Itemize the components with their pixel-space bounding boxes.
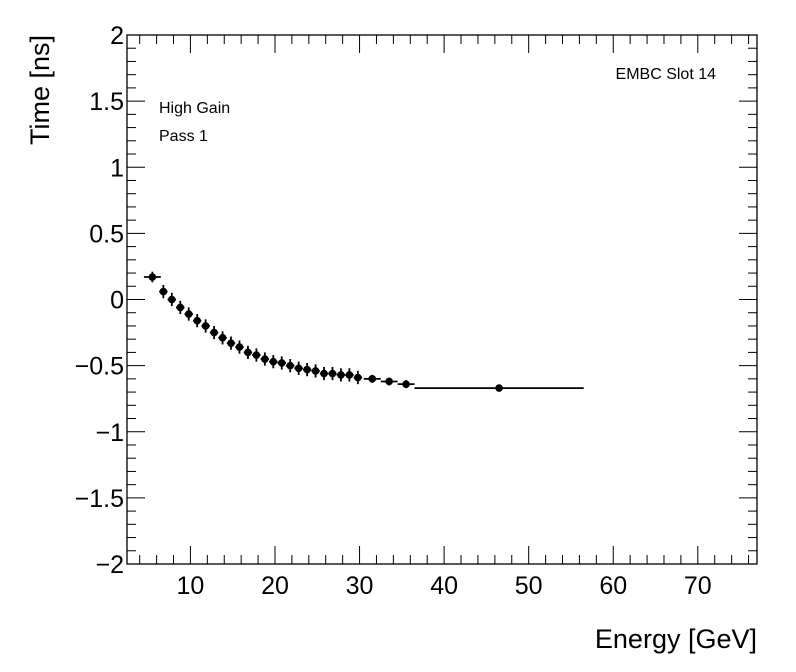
point-marker <box>159 287 168 296</box>
gain-annotation: High Gain <box>159 100 230 117</box>
data-point <box>252 348 261 362</box>
data-point <box>294 361 303 375</box>
data-point <box>260 352 270 366</box>
pass-annotation: Pass 1 <box>159 128 208 145</box>
data-point <box>269 355 278 369</box>
point-marker <box>201 322 210 330</box>
point-marker <box>235 343 244 351</box>
point-marker <box>168 295 176 304</box>
point-marker <box>148 273 157 281</box>
data-point <box>302 362 312 377</box>
point-marker <box>261 355 269 363</box>
slot-annotation: EMBC Slot 14 <box>616 66 717 83</box>
point-marker <box>345 371 354 379</box>
data-point <box>192 314 202 328</box>
y-tick-label: 0.5 <box>89 220 124 248</box>
point-marker <box>303 365 311 374</box>
point-marker <box>328 369 337 378</box>
point-marker <box>385 377 393 386</box>
y-tick-label: −0.5 <box>75 353 124 381</box>
point-marker <box>311 367 320 375</box>
point-marker <box>210 328 218 337</box>
x-tick-label: 50 <box>515 572 543 600</box>
point-marker <box>193 316 201 325</box>
labels-layer: 10 20 30 40 50 60 70 −2 −1.5 −1 −0.5 0 0.5 1 1.5 2 <box>75 22 712 600</box>
data-point <box>226 336 236 350</box>
point-marker <box>227 339 235 347</box>
data-point <box>243 345 253 360</box>
point-marker <box>294 364 303 373</box>
data-point <box>285 359 295 373</box>
x-tick-label: 30 <box>346 572 374 600</box>
y-axis-title: Time [ns] <box>25 35 55 145</box>
data-point <box>184 307 193 321</box>
point-marker <box>218 334 227 342</box>
point-marker <box>354 373 362 382</box>
point-marker <box>402 380 410 388</box>
point-marker <box>337 371 345 379</box>
data-point <box>414 384 584 392</box>
data-point <box>311 364 320 378</box>
y-tick-label: 1.5 <box>89 88 124 116</box>
data-point <box>143 271 161 283</box>
data-point <box>363 374 381 383</box>
data-point <box>277 356 286 370</box>
data-point <box>159 284 168 299</box>
y-tick-label: 1 <box>110 154 124 182</box>
data-point <box>235 340 244 354</box>
point-marker <box>184 310 193 318</box>
y-tick-label: 2 <box>110 22 124 50</box>
y-tick-label: −1 <box>95 419 124 447</box>
data-point <box>328 366 337 381</box>
data-point <box>176 300 185 315</box>
point-marker <box>277 359 286 367</box>
ticks-layer <box>127 34 757 565</box>
point-marker <box>320 369 328 378</box>
data-point <box>353 370 363 385</box>
y-tick-label: 0 <box>110 287 124 315</box>
data-point <box>380 377 398 386</box>
point-marker <box>269 357 278 366</box>
data-point <box>201 319 210 333</box>
data-points-layer <box>143 271 584 392</box>
data-point <box>345 368 354 382</box>
point-marker <box>286 361 295 370</box>
data-point <box>319 366 329 381</box>
x-tick-label: 10 <box>177 572 205 600</box>
x-axis-title: Energy [GeV] <box>595 624 757 654</box>
x-tick-label: 40 <box>430 572 458 600</box>
x-tick-label: 20 <box>261 572 289 600</box>
data-point <box>167 292 177 307</box>
point-marker <box>252 351 261 359</box>
data-point <box>336 368 346 382</box>
x-tick-label: 60 <box>599 572 627 600</box>
data-point <box>218 331 227 345</box>
data-point <box>209 325 219 340</box>
y-tick-label: −1.5 <box>75 485 124 513</box>
point-marker <box>244 348 252 357</box>
point-marker <box>495 384 503 392</box>
data-point <box>397 380 415 389</box>
point-marker <box>368 375 377 383</box>
point-marker <box>176 303 185 312</box>
x-tick-label: 70 <box>684 572 712 600</box>
y-tick-label: −2 <box>95 551 124 579</box>
